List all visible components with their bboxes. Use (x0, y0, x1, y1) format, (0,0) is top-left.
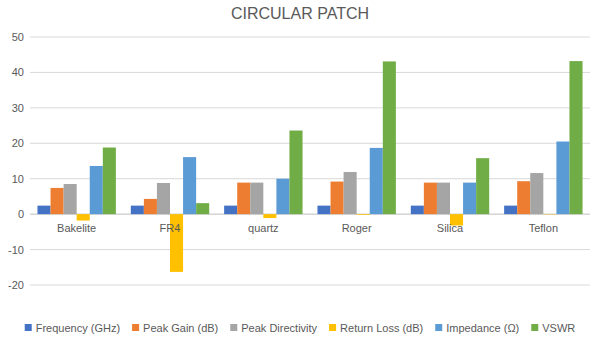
y-tick-label: -10 (8, 244, 24, 256)
grid-line (30, 285, 590, 286)
bar (263, 214, 276, 218)
legend-swatch (25, 324, 32, 331)
y-tick-label: 40 (12, 66, 24, 78)
legend-swatch (230, 324, 237, 331)
category-label: Bakelite (57, 222, 96, 234)
legend-label: Return Loss (dB) (340, 322, 423, 334)
bar (504, 206, 517, 215)
bar (224, 206, 237, 215)
bar (64, 184, 77, 214)
bar (344, 172, 357, 214)
y-tick-label: 10 (12, 173, 24, 185)
bar (556, 142, 569, 215)
bar (331, 182, 344, 215)
bar (196, 203, 209, 214)
legend-swatch (132, 324, 139, 331)
bar (144, 199, 157, 214)
bar (411, 206, 424, 215)
bar (317, 206, 330, 215)
bar (517, 181, 530, 214)
legend-label: Peak Directivity (241, 322, 317, 334)
legend-swatch (329, 324, 336, 331)
chart: CIRCULAR PATCH -20 -10 0 10 20 30 40 50 Bakelite F… (0, 0, 600, 350)
bar (103, 148, 116, 215)
bar (370, 148, 383, 214)
y-tick-label: 0 (18, 208, 24, 220)
grid-line (30, 107, 590, 108)
bar (77, 214, 90, 220)
legend: Frequency (GHz) Peak Gain (dB) Peak Direct… (25, 322, 576, 334)
bar (51, 188, 64, 214)
legend-swatch (531, 324, 538, 331)
bar (250, 183, 263, 215)
bar (383, 61, 396, 214)
legend-label: Frequency (GHz) (36, 322, 120, 334)
grid-line (30, 37, 590, 38)
y-tick-label: 20 (12, 137, 24, 149)
bar (157, 183, 170, 214)
bar (543, 214, 556, 215)
bar (357, 214, 370, 216)
legend-swatch (435, 324, 442, 331)
category-label: Roger (342, 222, 372, 234)
bar (424, 183, 437, 215)
category-label: FR4 (160, 222, 181, 234)
bar (476, 158, 489, 214)
grid-line (30, 249, 590, 250)
legend-label: VSWR (542, 322, 575, 334)
category-label: quartz (248, 222, 279, 234)
grid-line (30, 143, 590, 144)
bar (463, 183, 476, 215)
bar (437, 183, 450, 215)
category-label: Silica (437, 222, 464, 234)
grid-line (30, 72, 590, 73)
bar (183, 157, 196, 214)
legend-label: Peak Gain (dB) (143, 322, 218, 334)
bar (37, 206, 50, 215)
legend-label: Impedance (Ω) (446, 322, 519, 334)
bar (530, 173, 543, 214)
category-label: Teflon (529, 222, 558, 234)
y-tick-label: 50 (12, 31, 24, 43)
bars (37, 61, 582, 272)
background (0, 0, 600, 350)
bar (289, 131, 302, 215)
bar (569, 61, 582, 214)
bar (237, 183, 250, 215)
bar (90, 166, 103, 214)
y-tick-label: -20 (8, 279, 24, 291)
y-tick-label: 30 (12, 102, 24, 114)
y-axis (30, 37, 31, 285)
title: CIRCULAR PATCH (231, 5, 369, 22)
bar (276, 179, 289, 214)
bar (131, 206, 144, 215)
